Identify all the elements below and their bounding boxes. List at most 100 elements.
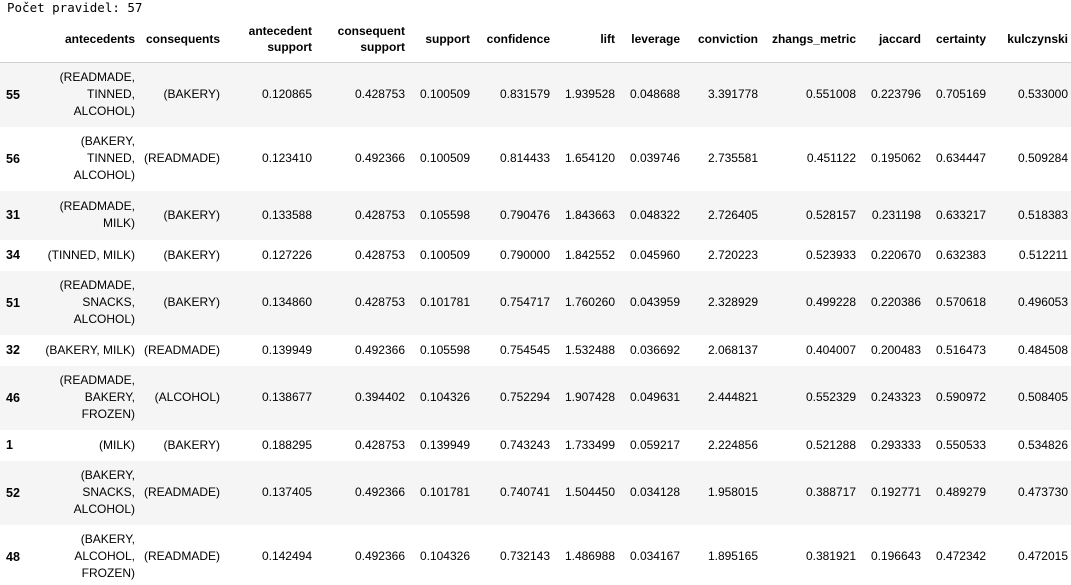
cell-conviction: 2.720223 [707,247,758,262]
table-body: 55 (READMADE, TINNED, ALCOHOL) (BAKERY) 0.1… [0,62,1071,585]
row-index: 1 [6,438,13,452]
cell-kulczynski: 0.518383 [1017,207,1068,222]
cell-support: 0.104326 [419,390,470,404]
column-header-consequents: consequents [138,16,223,63]
row-index: 48 [6,549,20,564]
cell-confidence: 0.831579 [499,87,550,102]
cell-antecedents: (BAKERY, TINNED, ALCOHOL) [73,134,135,182]
cell-antecedents: (READMADE, SNACKS, ALCOHOL) [59,278,135,326]
cell-lift: 1.504450 [564,485,615,499]
cell-certainty: 0.570618 [935,295,986,309]
cell-consequent-support: 0.492366 [354,151,405,165]
table-row: 32 (BAKERY, MILK) (READMADE) 0.139949 0.4923… [0,334,1071,366]
cell-antecedents: (READMADE, TINNED, ALCOHOL) [59,70,135,119]
cell-kulczynski: 0.508405 [1017,390,1068,404]
cell-jaccard: 0.192771 [870,485,921,499]
cell-leverage: 0.039746 [629,151,680,165]
cell-antecedent-support: 0.133588 [261,207,312,222]
cell-leverage: 0.049631 [629,390,680,404]
cell-conviction: 2.224856 [707,437,758,452]
cell-lift: 1.486988 [564,549,615,563]
cell-confidence: 0.752294 [499,390,550,404]
cell-conviction: 1.958015 [707,485,758,499]
column-header-index [0,16,38,63]
cell-consequents: (ALCOHOL) [154,390,220,404]
cell-consequents: (BAKERY) [163,207,220,222]
cell-certainty: 0.632383 [935,247,986,262]
cell-antecedent-support: 0.120865 [261,87,312,102]
cell-support: 0.100509 [419,247,470,262]
cell-kulczynski: 0.534826 [1017,437,1068,452]
row-index: 32 [6,343,20,357]
cell-consequents: (BAKERY) [163,247,220,262]
cell-zhangs-metric: 0.521288 [805,437,856,452]
cell-antecedent-support: 0.142494 [261,549,312,563]
cell-confidence: 0.732143 [499,549,550,563]
cell-kulczynski: 0.509284 [1017,151,1068,165]
cell-kulczynski: 0.512211 [1018,247,1068,262]
cell-confidence: 0.754545 [499,342,550,357]
cell-support: 0.101781 [419,295,470,309]
cell-kulczynski: 0.473730 [1017,485,1068,499]
table-header-row: antecedents consequents antecedent suppo… [0,16,1071,63]
cell-zhangs-metric: 0.523933 [805,247,856,262]
cell-jaccard: 0.195062 [870,151,921,165]
cell-leverage: 0.048322 [629,207,680,222]
cell-consequent-support: 0.428753 [354,247,405,262]
cell-leverage: 0.048688 [629,87,680,102]
cell-conviction: 1.895165 [707,549,758,563]
cell-confidence: 0.740741 [499,485,550,499]
cell-lift: 1.939528 [564,87,615,102]
cell-kulczynski: 0.496053 [1017,295,1068,309]
cell-support: 0.104326 [419,549,470,563]
rule-count-output: Počet pravidel: 57 [7,0,143,15]
column-header-antecedents: antecedents [38,16,138,63]
table-row: 52 (BAKERY, SNACKS, ALCOHOL) (READMADE) 0.1… [0,460,1071,525]
table-row: 34 (TINNED, MILK) (BAKERY) 0.127226 0.428753… [0,239,1071,271]
cell-antecedent-support: 0.139949 [261,342,312,357]
row-index: 55 [6,87,20,102]
cell-consequent-support: 0.428753 [354,87,405,102]
column-header-conviction: conviction [683,16,761,63]
cell-certainty: 0.705169 [935,87,986,102]
cell-consequents: (READMADE) [143,342,220,357]
cell-leverage: 0.036692 [629,342,680,357]
table-row: 55 (READMADE, TINNED, ALCOHOL) (BAKERY) 0.1… [0,62,1071,127]
cell-kulczynski: 0.484508 [1017,342,1068,357]
cell-jaccard: 0.223796 [870,87,921,102]
table-row: 56 (BAKERY, TINNED, ALCOHOL) (READMADE) 0.1… [0,126,1071,191]
cell-jaccard: 0.243323 [870,390,921,404]
cell-conviction: 2.735581 [707,151,758,165]
cell-zhangs-metric: 0.551008 [805,87,856,102]
cell-conviction: 2.328929 [707,295,758,309]
cell-lift: 1.843663 [564,207,615,222]
cell-certainty: 0.472342 [935,549,986,563]
row-index: 52 [6,485,20,500]
cell-consequents: (READMADE) [143,151,220,165]
cell-certainty: 0.633217 [935,207,986,222]
cell-consequent-support: 0.492366 [354,485,405,499]
row-index: 34 [6,248,20,262]
cell-confidence: 0.790476 [499,207,550,222]
cell-antecedents: (MILK) [99,437,135,452]
cell-leverage: 0.059217 [629,437,680,452]
cell-consequents: (BAKERY) [163,295,220,309]
cell-antecedents: (READMADE, BAKERY, FROZEN) [59,373,135,421]
cell-confidence: 0.754717 [499,295,550,309]
cell-leverage: 0.045960 [629,247,680,262]
table-row: 1 (MILK) (BAKERY) 0.188295 0.428753 0.139949 0… [0,429,1071,461]
cell-antecedent-support: 0.123410 [261,151,312,165]
table-row: 51 (READMADE, SNACKS, ALCOHOL) (BAKERY) 0.1… [0,270,1071,335]
association-rules-table: antecedents consequents antecedent suppo… [0,16,1071,585]
cell-conviction: 2.726405 [707,207,758,222]
cell-support: 0.105598 [419,207,470,222]
cell-consequent-support: 0.492366 [354,549,405,563]
cell-leverage: 0.034167 [629,549,680,563]
cell-certainty: 0.550533 [935,437,986,452]
cell-antecedent-support: 0.127226 [261,247,312,262]
cell-leverage: 0.034128 [629,485,680,499]
table-row: 31 (READMADE, MILK) (BAKERY) 0.133588 0.4287… [0,190,1071,240]
cell-certainty: 0.634447 [935,151,986,165]
cell-zhangs-metric: 0.552329 [805,390,856,404]
column-header-lift: lift [553,16,618,63]
